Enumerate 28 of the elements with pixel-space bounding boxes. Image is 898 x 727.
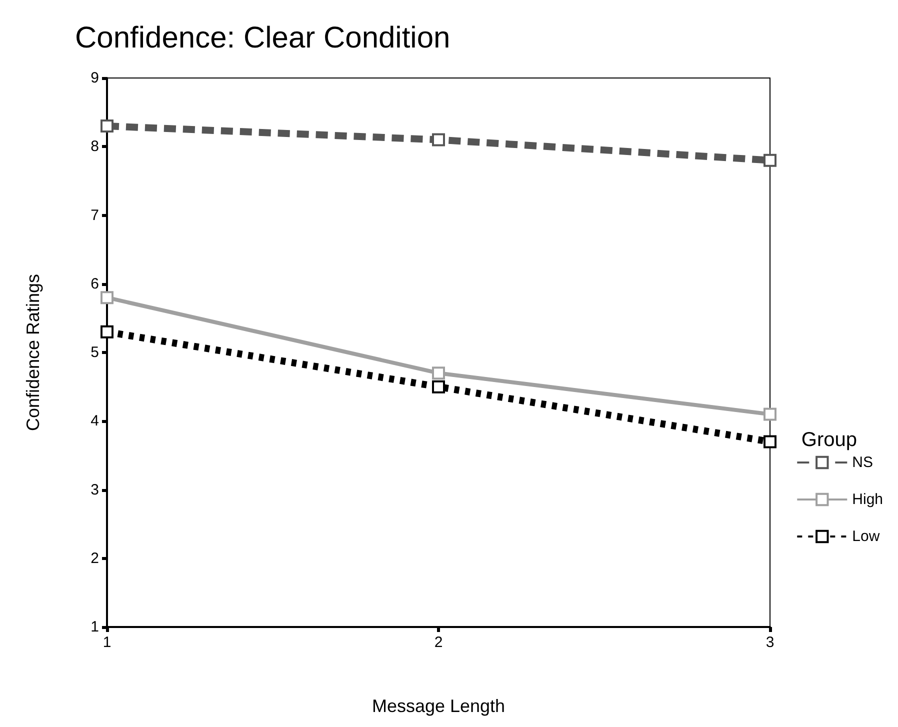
legend-title: Group: [801, 429, 858, 451]
chart-title: Confidence: Clear Condition: [75, 22, 450, 54]
y-tick-label: 1: [90, 618, 99, 636]
point: [100, 291, 114, 304]
point: [764, 154, 776, 167]
y-tick-label: 9: [90, 70, 99, 86]
y-tick-label: 7: [90, 206, 99, 224]
y-tick-label: 2: [90, 550, 99, 567]
x-tick-label: 1: [102, 634, 112, 651]
y-tick-label: 5: [90, 344, 99, 361]
y-axis-title: Confidence Ratings: [23, 274, 43, 432]
point: [100, 120, 114, 133]
legend-label: NS: [852, 454, 873, 471]
x-axis-title: Message Length: [372, 696, 506, 716]
y-tick-label: 6: [90, 275, 99, 292]
y-tick-label: 8: [90, 138, 99, 156]
legend-label: High: [852, 491, 884, 508]
x-tick-label: 2: [434, 634, 443, 651]
point: [432, 133, 445, 146]
point: [100, 325, 114, 338]
point: [764, 435, 776, 448]
point: [432, 380, 445, 394]
y-tick-label: 3: [90, 481, 99, 498]
point: [764, 408, 776, 421]
x-tick-label: 3: [766, 634, 774, 651]
point: [432, 366, 445, 380]
y-tick-label: 4: [90, 412, 99, 430]
legend-label: Low: [852, 528, 880, 545]
